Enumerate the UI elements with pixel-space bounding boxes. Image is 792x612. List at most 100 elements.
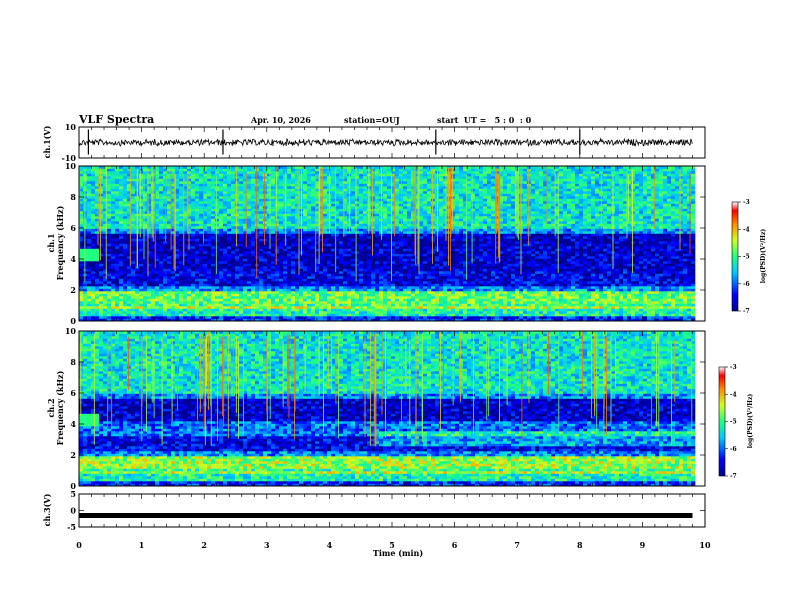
spectrogram-cell: [679, 318, 684, 322]
spectrogram-cell: [451, 273, 456, 277]
spectrogram-cell: [487, 273, 492, 277]
spectrogram-cell: [347, 276, 352, 279]
spectrogram-cell: [659, 276, 664, 279]
spectrogram-cell: [551, 258, 556, 262]
spectrogram-cell: [343, 281, 348, 284]
spectrogram-cell: [603, 288, 608, 292]
spectrogram-cell: [463, 291, 468, 294]
spectrogram-cell: [619, 256, 624, 259]
spectrogram-cell: [651, 296, 656, 299]
spectrogram-cell: [295, 293, 300, 297]
spectrogram-cell: [255, 261, 260, 264]
spectrogram-cell: [111, 293, 116, 297]
spectrogram-cell: [375, 273, 380, 277]
spectrogram-cell: [403, 283, 408, 287]
spectrogram-cell: [91, 263, 96, 267]
spectrogram-cell: [691, 298, 696, 302]
spectrogram-cell: [363, 291, 368, 294]
spectrogram-cell: [503, 313, 508, 317]
spectrogram-cell: [139, 251, 144, 254]
spectrogram-cell: [295, 286, 300, 289]
spectrogram-cell: [263, 311, 268, 314]
spectrogram-cell: [447, 288, 452, 292]
spectrogram-cell: [579, 303, 584, 307]
spectrogram-cell: [227, 261, 232, 264]
spectrogram-cell: [247, 263, 252, 267]
spectrogram-cell: [163, 276, 168, 279]
spectrogram-cell: [155, 286, 160, 289]
spectrogram-cell: [483, 283, 488, 287]
spectrogram-cell: [647, 273, 652, 277]
spectrogram-cell: [611, 288, 616, 292]
spectrogram-cell: [659, 316, 664, 319]
spectrogram-cell: [171, 303, 176, 307]
spectrogram-cell: [199, 243, 204, 247]
spectrogram-cell: [339, 246, 344, 249]
spectrogram-cell: [515, 311, 520, 314]
spectrogram-cell: [659, 296, 664, 299]
spectrogram-cell: [631, 278, 636, 282]
spectrogram-cell: [671, 318, 676, 322]
spectrogram-cell: [143, 303, 148, 307]
spectrogram-cell: [403, 263, 408, 267]
spectrogram-cell: [175, 248, 180, 252]
spectrogram-cell: [435, 303, 440, 307]
spectrogram-cell: [243, 286, 248, 289]
spectrogram-cell: [603, 266, 608, 269]
spectrogram-cell: [343, 306, 348, 309]
spectrogram-cell: [219, 276, 224, 279]
spectrogram-cell: [139, 298, 144, 302]
spectrogram-cell: [91, 318, 96, 322]
spectrogram-cell: [539, 306, 544, 309]
spectrogram-cell: [287, 298, 292, 302]
spectrogram-cell: [667, 311, 672, 314]
spectrogram-cell: [367, 301, 372, 304]
spectrogram-cell: [323, 313, 328, 317]
spectrogram-cell: [611, 303, 616, 307]
spectrogram-cell: [491, 318, 496, 322]
spectrogram-cell: [395, 243, 400, 247]
spectrogram-cell: [99, 278, 104, 282]
spectrogram-cell: [663, 246, 668, 249]
spectrogram-cell: [91, 278, 96, 282]
spectrogram-cell: [479, 243, 484, 247]
spectrogram-cell: [387, 271, 392, 274]
spectrogram-cell: [487, 291, 492, 294]
spectrogram-cell: [603, 293, 608, 297]
spectrogram-cell: [455, 276, 460, 279]
spectrogram-cell: [511, 318, 516, 322]
spectrogram-cell: [575, 306, 580, 309]
spectrogram-cell: [323, 281, 328, 284]
spectrogram-cell: [559, 256, 564, 259]
spectrogram-cell: [435, 301, 440, 304]
spectrogram-cell: [455, 318, 460, 322]
spectrogram-cell: [151, 298, 156, 302]
spectrogram-cell: [243, 316, 248, 319]
spectrogram-cell: [559, 313, 564, 317]
spectrogram-cell: [467, 313, 472, 317]
spectrogram-cell: [139, 273, 144, 277]
spectrogram-cell: [623, 248, 628, 252]
spectrogram-cell: [551, 306, 556, 309]
spectrogram-cell: [347, 273, 352, 277]
spectrogram-cell: [331, 308, 336, 312]
spectrogram-cell: [575, 296, 580, 299]
spectrogram-cell: [467, 253, 472, 257]
spectrogram-cell: [123, 306, 128, 309]
spectrogram-cell: [255, 311, 260, 314]
spectrogram-cell: [375, 258, 380, 262]
spectrogram-cell: [303, 258, 308, 262]
spectrogram-cell: [307, 296, 312, 299]
spectrogram-cell: [551, 288, 556, 292]
spectrogram-cell: [227, 241, 232, 244]
spectrogram-cell: [651, 301, 656, 304]
spectrogram-cell: [275, 261, 280, 264]
spectrogram-cell: [507, 261, 512, 264]
spectrogram-cell: [355, 308, 360, 312]
spectrogram-cell: [503, 278, 508, 282]
spectrogram-cell: [263, 276, 268, 279]
spectrogram-cell: [171, 311, 176, 314]
spectrogram-cell: [171, 301, 176, 304]
spectrogram-cell: [203, 273, 208, 277]
spectrogram-cell: [571, 316, 576, 319]
